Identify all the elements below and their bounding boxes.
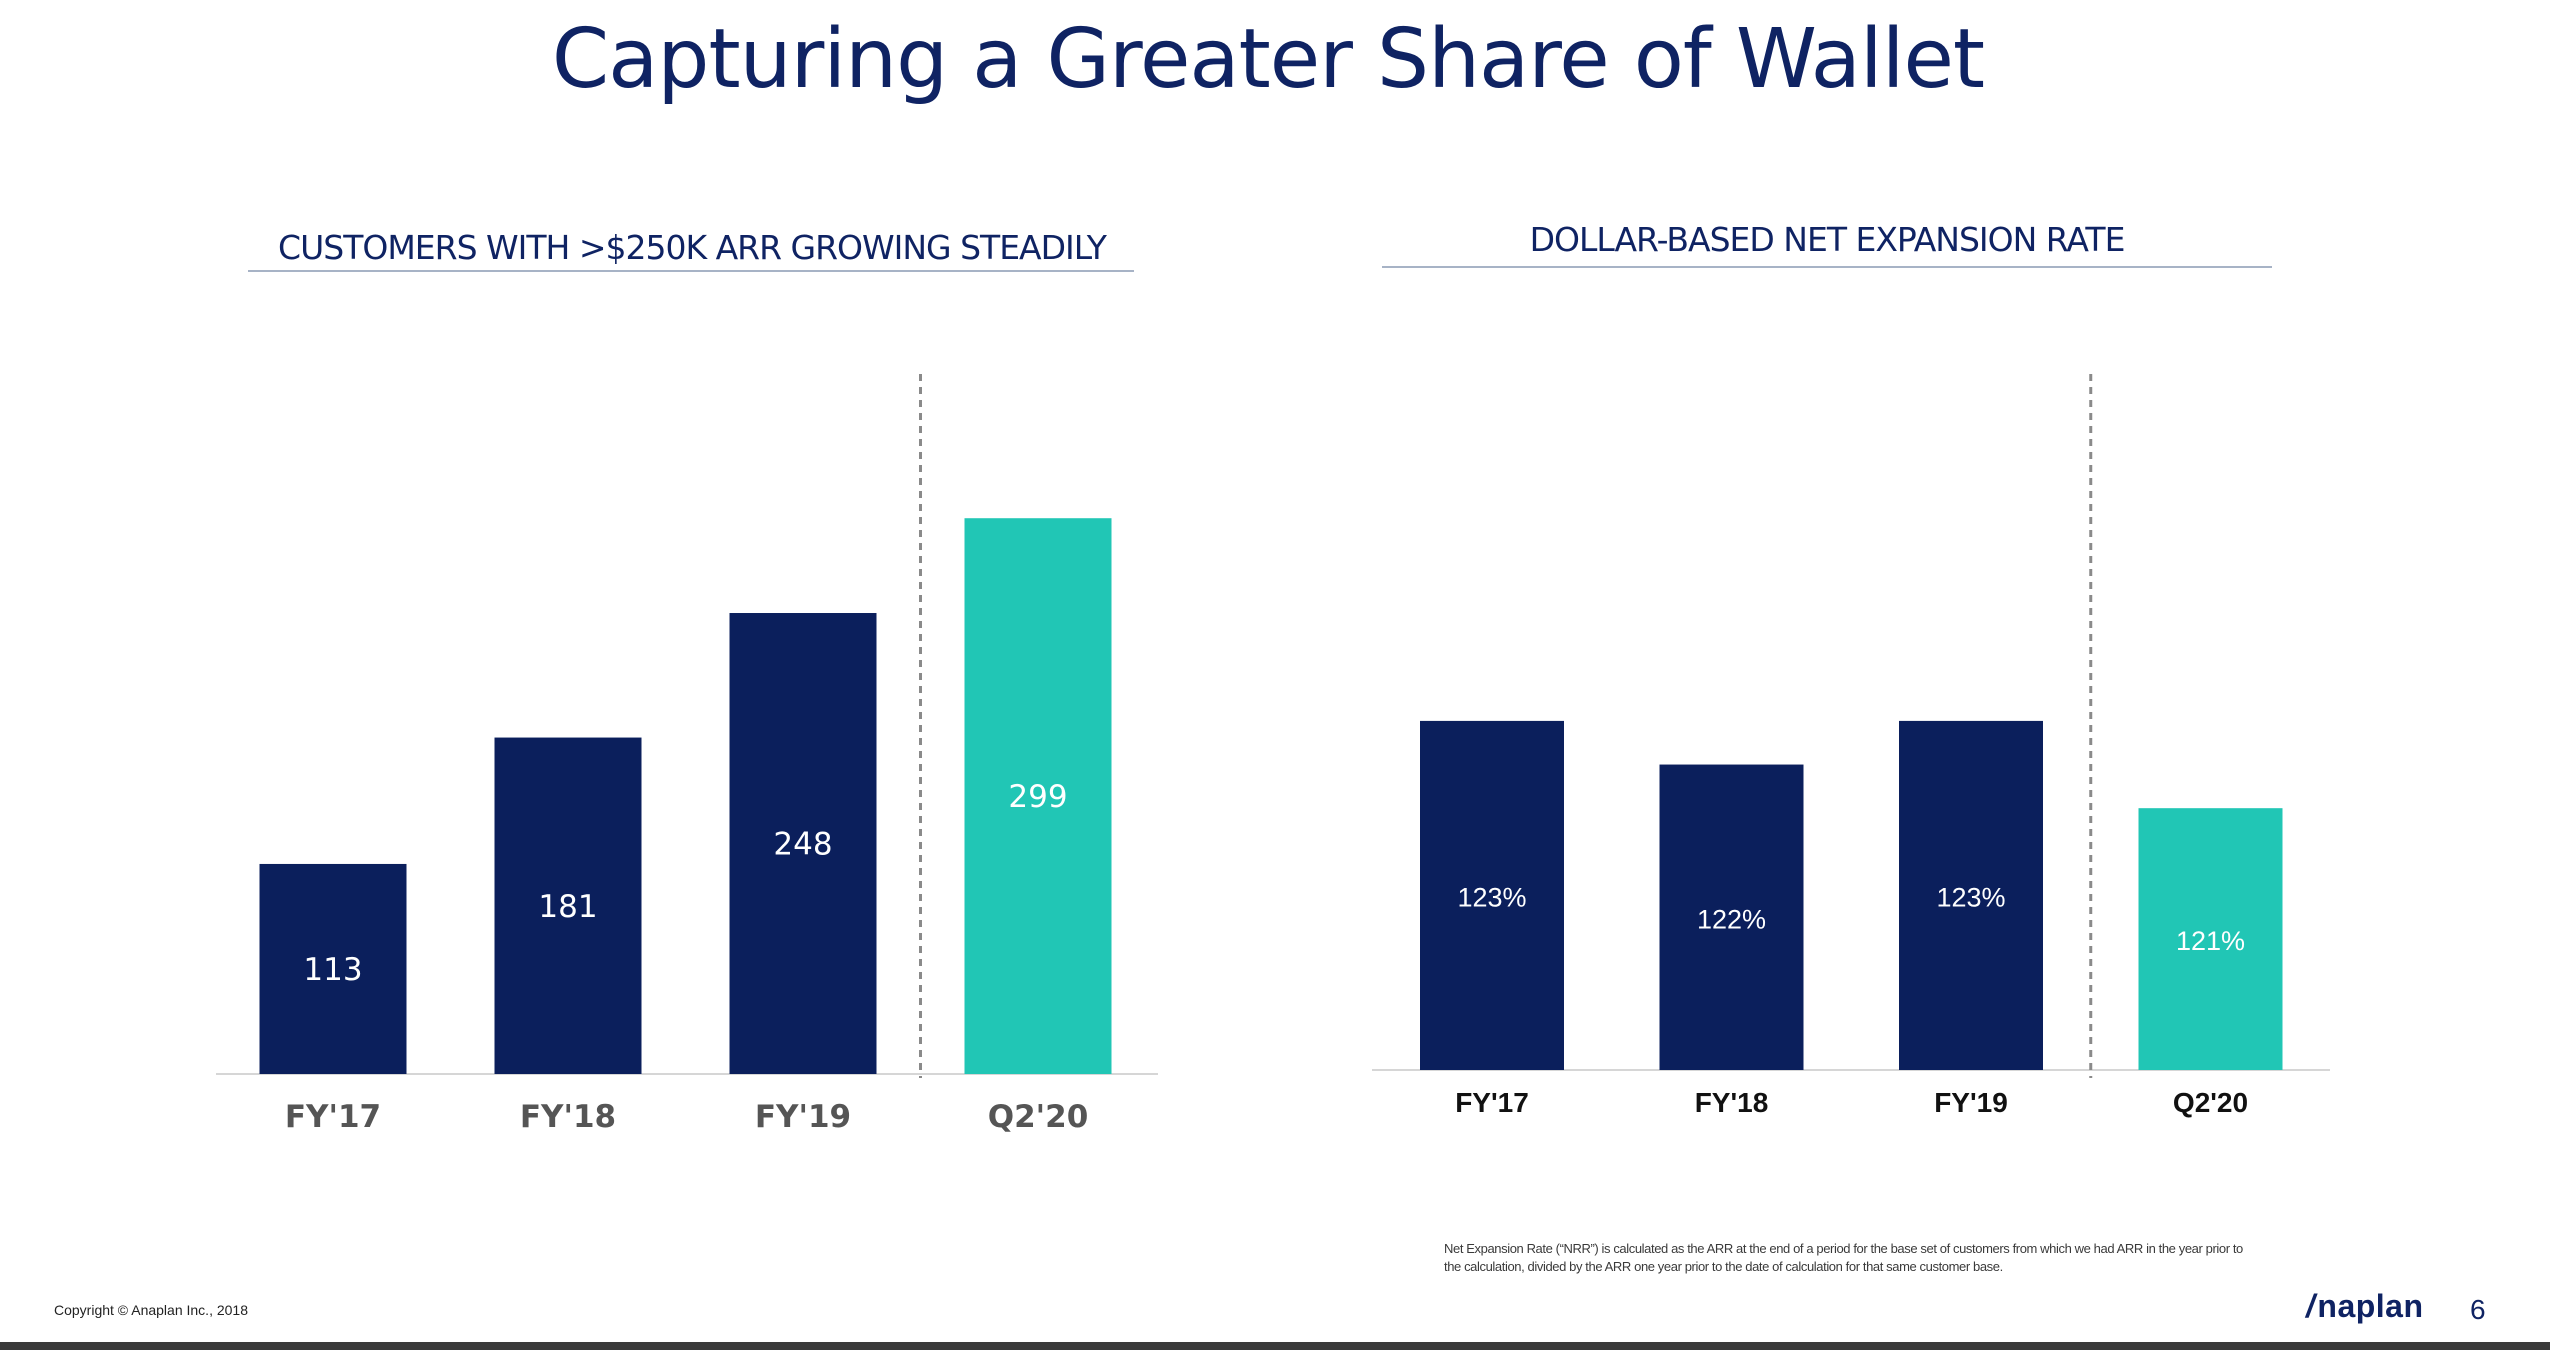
chart-2-title-rule [1382, 266, 2272, 268]
chart-2-bar-3 [2138, 808, 2283, 1070]
chart-2-title: DOLLAR-BASED NET EXPANSION RATE [1529, 220, 2126, 259]
chart-2-data-label-2: 123% [1936, 882, 2005, 912]
chart-1-bar-1 [494, 737, 642, 1074]
chart-2-bar-1 [1659, 764, 1804, 1070]
chart-2-tick-label-0: FY'17 [1455, 1087, 1529, 1118]
chart-1-tick-label-1: FY'18 [520, 1099, 616, 1135]
page-number: 6 [2470, 1294, 2486, 1325]
footnote: Net Expansion Rate (“NRR”) is calculated… [1444, 1241, 2243, 1274]
anaplan-logo-text: naplan [2317, 1288, 2424, 1324]
bottom-bar [0, 1342, 2550, 1350]
chart-2-data-label-1: 122% [1697, 904, 1766, 934]
chart-1-bar-3 [964, 518, 1112, 1074]
chart-1-tick-label-0: FY'17 [285, 1099, 381, 1135]
chart-2-bar-2 [1899, 720, 2043, 1070]
chart-2-data-label-0: 123% [1457, 882, 1526, 912]
chart-1-data-label-0: 113 [303, 952, 362, 988]
copyright: Copyright © Anaplan Inc., 2018 [54, 1302, 248, 1318]
chart-1-title: CUSTOMERS WITH >$250K ARR GROWING STEADI… [278, 228, 1107, 267]
chart-2-tick-label-2: FY'19 [1934, 1087, 2008, 1118]
chart-1-data-label-3: 299 [1008, 779, 1067, 815]
chart-1-data-label-2: 248 [773, 827, 832, 863]
chart-1-title-rule [248, 270, 1134, 272]
chart-1-data-label-1: 181 [538, 889, 597, 925]
slide-title: Capturing a Greater Share of Wallet [551, 12, 1985, 107]
chart-2-tick-label-1: FY'18 [1695, 1087, 1769, 1118]
chart-1-tick-label-2: FY'19 [755, 1099, 851, 1135]
chart-2-data-label-3: 121% [2176, 926, 2245, 956]
chart-2-tick-label-3: Q2'20 [2173, 1087, 2248, 1118]
chart-1-bar-2 [729, 613, 877, 1074]
chart-1-bar-0 [259, 863, 407, 1074]
anaplan-logo: /naplan [2306, 1288, 2424, 1325]
anaplan-logo-mark: / [2306, 1288, 2316, 1324]
chart-2-bar-0 [1420, 720, 1564, 1070]
chart-1-tick-label-3: Q2'20 [988, 1099, 1089, 1135]
